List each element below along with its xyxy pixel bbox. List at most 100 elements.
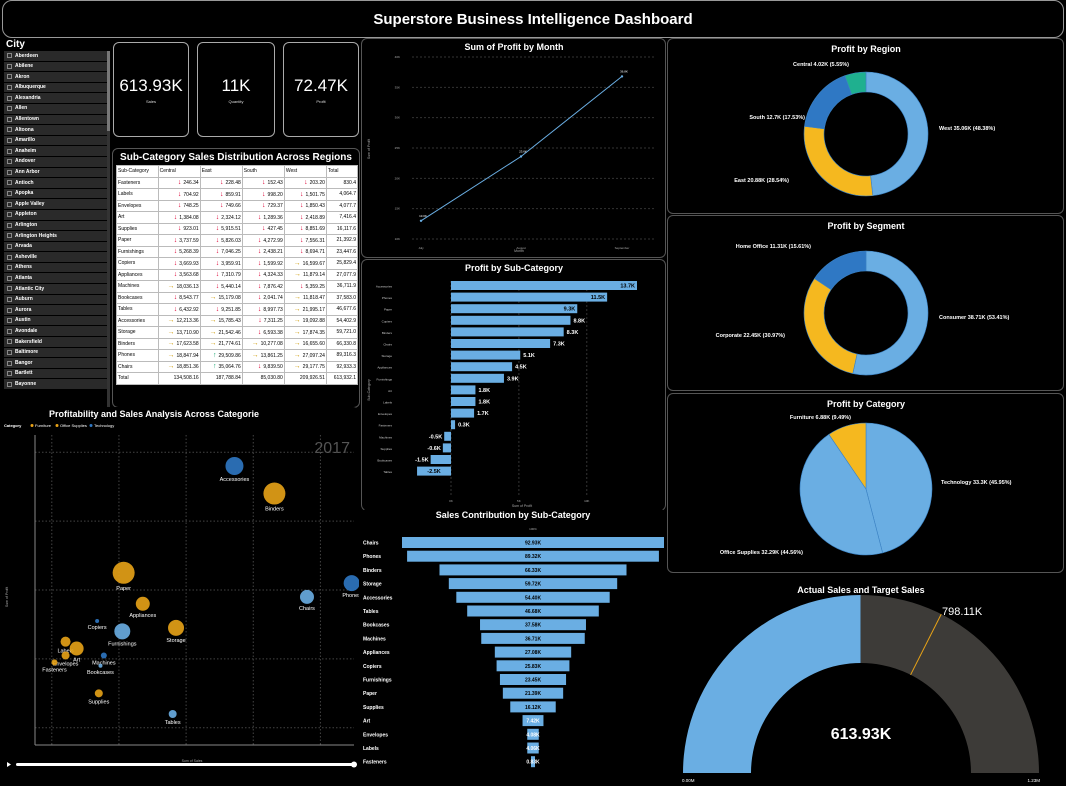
city-item-amarillo[interactable]: Amarillo bbox=[4, 135, 108, 147]
city-item-athens[interactable]: Athens bbox=[4, 262, 108, 274]
bar-label: 4.5K bbox=[515, 365, 527, 371]
city-checkbox[interactable] bbox=[7, 318, 12, 324]
point-chairs bbox=[299, 589, 314, 604]
city-item-appleton[interactable]: Appleton bbox=[4, 209, 108, 221]
profit-subcat-panel: Profit by Sub-Category 0K 5K 10K Sum of Prof… bbox=[361, 259, 666, 511]
city-checkbox[interactable] bbox=[7, 339, 12, 345]
city-checkbox[interactable] bbox=[7, 275, 12, 281]
table-cell-value: 27,077.9 bbox=[336, 271, 356, 278]
city-checkbox[interactable] bbox=[7, 95, 12, 101]
trend-arrow-icon: → bbox=[293, 363, 301, 371]
point-labels bbox=[60, 636, 71, 647]
slice-west bbox=[865, 71, 929, 196]
year-slider-track[interactable] bbox=[16, 763, 356, 766]
table-cell-value: 89,316.3 bbox=[336, 352, 356, 359]
city-checkbox[interactable] bbox=[7, 233, 12, 239]
city-item-aurora[interactable]: Aurora bbox=[4, 305, 108, 316]
city-checkbox[interactable] bbox=[7, 265, 12, 271]
city-item-asheville[interactable]: Asheville bbox=[4, 252, 108, 263]
table-cell: 7,416.4 bbox=[325, 211, 359, 224]
play-icon[interactable] bbox=[7, 762, 11, 767]
trend-arrow-icon: ↓ bbox=[177, 202, 182, 210]
city-item-bayonne[interactable]: Bayonne bbox=[4, 379, 108, 390]
city-checkbox[interactable] bbox=[7, 360, 12, 366]
city-item-arlington[interactable]: Arlington bbox=[4, 220, 108, 232]
city-checkbox[interactable] bbox=[7, 169, 12, 175]
slice-label: Technology 33.3K (45.95%) bbox=[941, 480, 1012, 486]
table-cell: 23,447.6 bbox=[325, 245, 359, 258]
city-checkbox[interactable] bbox=[7, 116, 12, 122]
city-checkbox[interactable] bbox=[7, 63, 12, 69]
table-row: Fasteners ↓ 246.34 ↓ 228.48 ↓ 152.43 ↓ 203.20 830… bbox=[116, 176, 359, 189]
bar-tables bbox=[417, 466, 451, 476]
city-item-allen[interactable]: Allen bbox=[4, 103, 108, 115]
city-item-andover[interactable]: Andover bbox=[4, 156, 108, 168]
city-checkbox[interactable] bbox=[7, 371, 12, 377]
city-item-arlington-heights[interactable]: Arlington Heights bbox=[4, 231, 108, 242]
city-checkbox[interactable] bbox=[7, 201, 12, 207]
table-total-cell: 613,932.1 bbox=[325, 372, 359, 385]
city-item-auburn[interactable]: Auburn bbox=[4, 294, 108, 306]
city-item-label: Aurora bbox=[15, 306, 32, 313]
table-cell: 46,677.6 bbox=[325, 303, 359, 316]
city-scrollbar[interactable] bbox=[107, 51, 110, 409]
table-cell: ↓ 7,310.79 bbox=[199, 268, 243, 281]
bar-accessories bbox=[451, 281, 637, 290]
city-item-akron[interactable]: Akron bbox=[4, 72, 108, 83]
city-checkbox[interactable] bbox=[7, 381, 12, 387]
year-slider-handle[interactable] bbox=[351, 761, 357, 768]
table-cell: 89,316.3 bbox=[325, 349, 359, 362]
city-item-altoona[interactable]: Altoona bbox=[4, 125, 108, 136]
city-item-apple-valley[interactable]: Apple Valley bbox=[4, 199, 108, 210]
city-item-antioch[interactable]: Antioch bbox=[4, 178, 108, 189]
city-item-atlanta[interactable]: Atlanta bbox=[4, 273, 108, 285]
city-item-label: Bayonne bbox=[15, 380, 37, 387]
table-cell-value: 246.34 bbox=[183, 180, 199, 187]
city-checkbox[interactable] bbox=[7, 328, 12, 334]
y-tick-label: 25K bbox=[395, 146, 400, 150]
city-list: Aberdeen Abilene Akron Albuquerque Alexandri… bbox=[4, 51, 108, 390]
city-item-anaheim[interactable]: Anaheim bbox=[4, 146, 108, 157]
city-checkbox[interactable] bbox=[7, 106, 12, 112]
y-tick-label: Furnishings bbox=[376, 377, 392, 381]
city-scrollbar-thumb[interactable] bbox=[107, 51, 110, 131]
city-item-bangor[interactable]: Bangor bbox=[4, 358, 108, 369]
city-checkbox[interactable] bbox=[7, 212, 12, 218]
city-checkbox[interactable] bbox=[7, 254, 12, 260]
city-checkbox[interactable] bbox=[7, 286, 12, 292]
city-checkbox[interactable] bbox=[7, 191, 12, 197]
city-item-aberdeen[interactable]: Aberdeen bbox=[4, 51, 108, 62]
city-checkbox[interactable] bbox=[7, 85, 12, 91]
city-checkbox[interactable] bbox=[7, 74, 12, 80]
city-item-bakersfield[interactable]: Bakersfield bbox=[4, 337, 108, 348]
city-checkbox[interactable] bbox=[7, 349, 12, 355]
city-item-albuquerque[interactable]: Albuquerque bbox=[4, 82, 108, 94]
city-item-allentown[interactable]: Allentown bbox=[4, 114, 108, 126]
city-item-apopka[interactable]: Apopka bbox=[4, 188, 108, 200]
y-tick-label: Supplies bbox=[380, 447, 392, 451]
city-checkbox[interactable] bbox=[7, 127, 12, 133]
trend-arrow-icon: ↓ bbox=[257, 294, 262, 302]
city-item-abilene[interactable]: Abilene bbox=[4, 61, 108, 73]
city-checkbox[interactable] bbox=[7, 307, 12, 313]
table-cell-value: 17,623.58 bbox=[176, 341, 199, 348]
city-checkbox[interactable] bbox=[7, 296, 12, 302]
city-checkbox[interactable] bbox=[7, 243, 12, 249]
city-checkbox[interactable] bbox=[7, 222, 12, 228]
city-item-arvada[interactable]: Arvada bbox=[4, 241, 108, 253]
city-item-alexandria[interactable]: Alexandria bbox=[4, 93, 108, 104]
city-item-bartlett[interactable]: Bartlett bbox=[4, 368, 108, 380]
city-item-atlantic-city[interactable]: Atlantic City bbox=[4, 284, 108, 295]
city-item-baltimore[interactable]: Baltimore bbox=[4, 347, 108, 359]
table-cell-value: 19,092.88 bbox=[302, 318, 325, 325]
city-item-avondale[interactable]: Avondale bbox=[4, 326, 108, 338]
city-checkbox[interactable] bbox=[7, 138, 12, 144]
city-checkbox[interactable] bbox=[7, 148, 12, 154]
city-checkbox[interactable] bbox=[7, 53, 12, 59]
city-item-austin[interactable]: Austin bbox=[4, 315, 108, 327]
city-checkbox[interactable] bbox=[7, 180, 12, 186]
city-item-ann-arbor[interactable]: Ann Arbor bbox=[4, 167, 108, 179]
table-cell: ↓ 6,593.38 bbox=[241, 326, 285, 339]
table-cell: ↓ 749.66 bbox=[199, 199, 243, 212]
city-checkbox[interactable] bbox=[7, 159, 12, 165]
